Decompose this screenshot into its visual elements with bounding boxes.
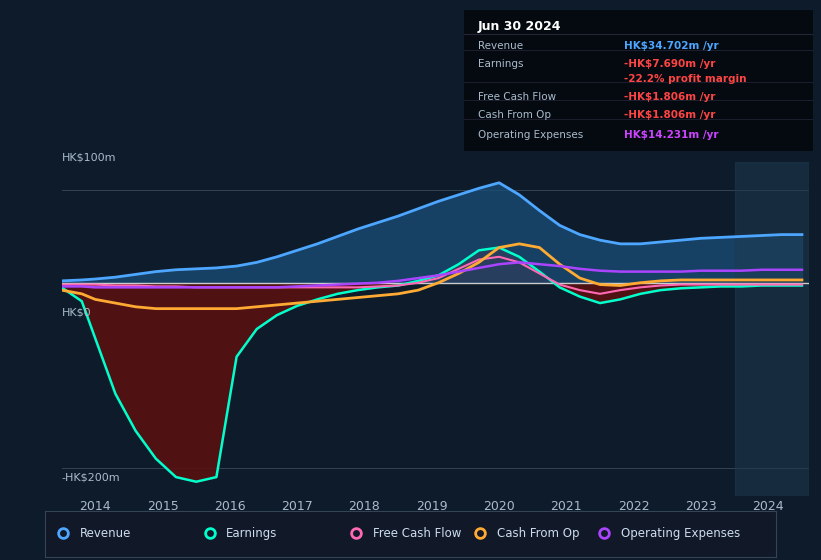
Text: Earnings: Earnings bbox=[227, 527, 277, 540]
Text: Jun 30 2024: Jun 30 2024 bbox=[478, 20, 562, 33]
Text: -22.2% profit margin: -22.2% profit margin bbox=[624, 73, 747, 83]
Text: -HK$200m: -HK$200m bbox=[62, 472, 120, 482]
Text: Revenue: Revenue bbox=[80, 527, 131, 540]
Text: Earnings: Earnings bbox=[478, 59, 523, 69]
Text: HK$0: HK$0 bbox=[62, 307, 91, 318]
Text: Cash From Op: Cash From Op bbox=[478, 110, 551, 120]
Text: -HK$1.806m /yr: -HK$1.806m /yr bbox=[624, 110, 716, 120]
Text: Free Cash Flow: Free Cash Flow bbox=[478, 92, 556, 102]
Text: Operating Expenses: Operating Expenses bbox=[621, 527, 741, 540]
Text: -HK$7.690m /yr: -HK$7.690m /yr bbox=[624, 59, 716, 69]
Text: HK$100m: HK$100m bbox=[62, 153, 116, 163]
Text: HK$34.702m /yr: HK$34.702m /yr bbox=[624, 41, 719, 51]
Text: Operating Expenses: Operating Expenses bbox=[478, 130, 583, 140]
Text: HK$14.231m /yr: HK$14.231m /yr bbox=[624, 130, 719, 140]
Bar bbox=[735, 162, 809, 496]
Text: Free Cash Flow: Free Cash Flow bbox=[373, 527, 461, 540]
Text: -HK$1.806m /yr: -HK$1.806m /yr bbox=[624, 92, 716, 102]
Text: Revenue: Revenue bbox=[478, 41, 523, 51]
Text: Cash From Op: Cash From Op bbox=[497, 527, 580, 540]
